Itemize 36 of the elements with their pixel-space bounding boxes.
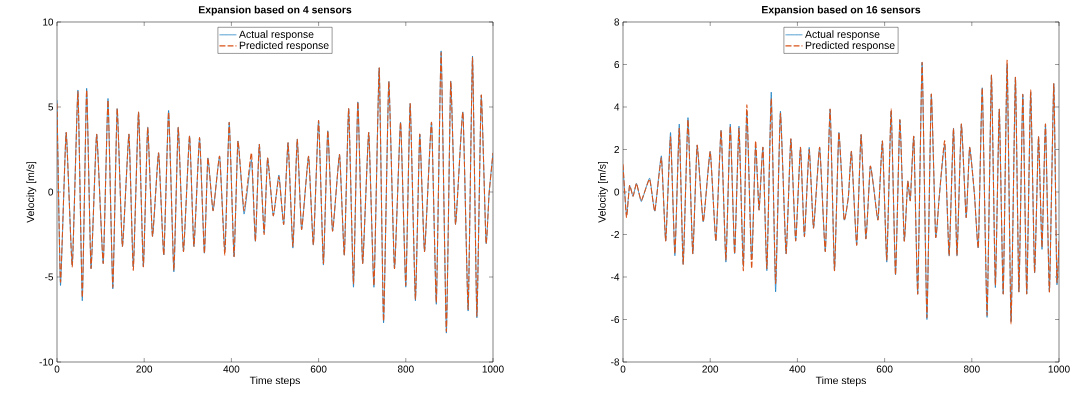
y-tick-label: 0 bbox=[48, 188, 54, 196]
x-tick-label: 0 bbox=[620, 365, 626, 373]
x-tick-label: 200 bbox=[136, 365, 153, 373]
y-tick-label: -8 bbox=[611, 358, 620, 366]
y-tick-label: -2 bbox=[611, 231, 619, 238]
chart-title: Expansion based on 4 sensors bbox=[198, 5, 352, 16]
y-tick-label: -5 bbox=[45, 273, 54, 281]
x-tick-label: 600 bbox=[876, 365, 893, 373]
x-tick-label: 400 bbox=[223, 365, 240, 373]
x-tick-label: 400 bbox=[789, 365, 806, 373]
x-tick-label: 600 bbox=[310, 365, 327, 373]
y-tick-label: 2 bbox=[614, 146, 619, 153]
x-tick-label: 200 bbox=[702, 365, 719, 373]
x-tick-label: 800 bbox=[963, 365, 980, 373]
x-tick-label: 0 bbox=[54, 365, 60, 373]
x-axis-title: Time steps bbox=[815, 376, 866, 387]
x-tick-label: 1000 bbox=[482, 365, 504, 373]
legend-label: Actual response bbox=[239, 30, 314, 41]
x-axis-title: Time steps bbox=[249, 376, 300, 387]
chart-title: Expansion based on 16 sensors bbox=[762, 5, 921, 16]
y-axis-title: Velocity [m/s] bbox=[598, 161, 608, 223]
y-tick-label: -10 bbox=[39, 358, 54, 366]
y-tick-label: -4 bbox=[611, 273, 620, 281]
y-axis-title: Velocity [m/s] bbox=[26, 161, 37, 223]
y-tick-label: 8 bbox=[614, 18, 620, 26]
y-tick-label: 4 bbox=[614, 103, 620, 111]
y-tick-label: -6 bbox=[611, 315, 620, 324]
y-tick-label: 6 bbox=[614, 60, 620, 69]
x-tick-label: 800 bbox=[397, 365, 414, 373]
legend-label: Predicted response bbox=[239, 41, 329, 52]
y-tick-label: 10 bbox=[43, 18, 54, 26]
x-tick-label: 1000 bbox=[1048, 365, 1070, 373]
legend-label: Predicted response bbox=[805, 41, 895, 52]
y-tick-label: 5 bbox=[48, 103, 54, 111]
legend-label: Actual response bbox=[805, 30, 880, 41]
y-tick-label: 0 bbox=[614, 188, 620, 196]
